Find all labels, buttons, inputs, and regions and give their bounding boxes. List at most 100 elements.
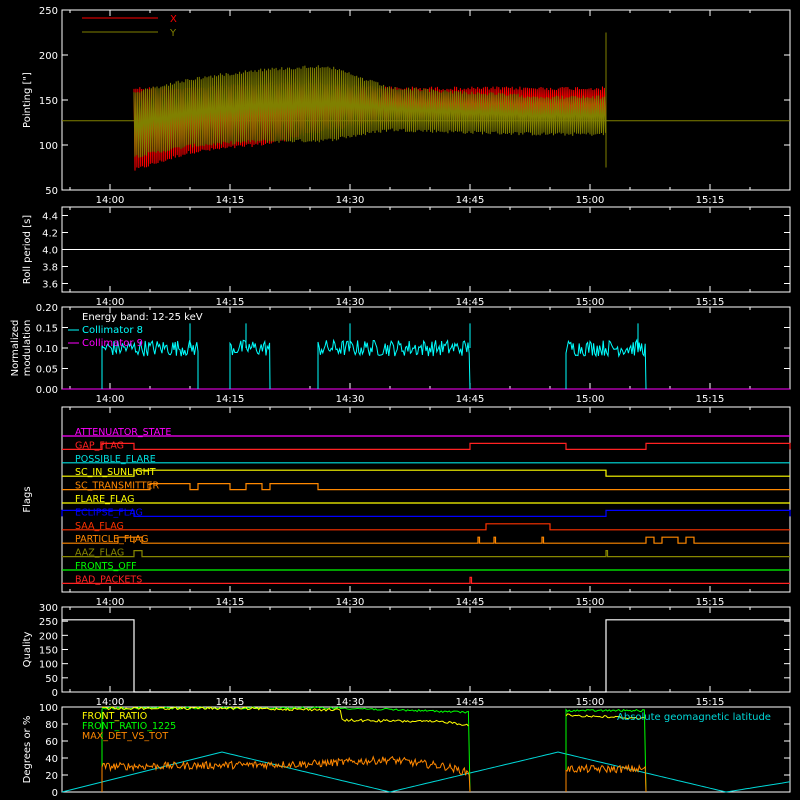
panel-4: Flags 14:00 14:15 14:30 14:45 15:00 15:15 ATTEN… [22,406,791,608]
x-tick-label: 14:15 [216,697,245,708]
y-tick-label: 4.4 [42,212,58,223]
x-tick-label: 14:30 [336,195,365,206]
flag-trace-aaz-flag [62,550,790,558]
legend-label-max-det-vs-tot: MAX_DET_VS_TOT [82,731,168,742]
legend-label-geomagnetic-latitude: Absolute geomagnetic latitude [617,712,771,723]
y-tick-label: 50 [45,674,58,685]
y-tick-label: 250 [39,617,58,628]
x-tick-label: 14:30 [336,297,365,308]
flag-trace-particle-flag [62,536,790,544]
max-det-vs-tot-line [565,763,647,793]
x-tick-label: 14:00 [96,297,125,308]
y-tick-label: 150 [39,646,58,657]
y-tick-label: 0 [52,788,58,799]
y-tick-label: 0.00 [36,385,58,396]
x-tick-label: 15:00 [576,297,605,308]
flag-label-eclipse-flag: ECLIPSE_FLAG [75,507,143,518]
y-tick-label: 250 [39,6,58,17]
x-tick-label: 14:00 [96,394,125,405]
y-tick-label: 200 [39,631,58,642]
y-tick-label: 100 [39,703,58,714]
y-tick-label: 0.20 [36,303,58,314]
y-tick-label: 0.15 [36,324,58,335]
x-tick-label: 14:15 [216,297,245,308]
y-tick-label: 3.8 [42,263,58,274]
flag-trace-bad-packets [62,576,790,584]
y-tick-label: 50 [45,186,58,197]
x-tick-label: 14:15 [216,394,245,405]
x-tick-label: 14:15 [216,195,245,206]
x-tick-label: 14:45 [456,297,485,308]
x-tick-label: 15:15 [696,394,725,405]
x-tick-label: 15:15 [696,597,725,608]
panel-frame [61,706,791,793]
front-ratio-1225-line [565,708,647,793]
x-tick-label: 15:00 [576,394,605,405]
flag-trace-saa-flag [62,523,790,531]
x-tick-label: 14:30 [336,394,365,405]
flag-label-fronts-off: FRONTS_OFF [75,561,137,572]
panel-5: 0 50 100 150 200 250 300 Quality 14:00 14:15 14:30… [22,603,791,708]
flag-label-sc-transmitter: SC_TRANSMITTER [75,481,160,492]
y-axis-label: Flags [22,486,33,512]
flag-label-flare-flag: FLARE_FLAG [75,494,135,505]
legend-title: Energy band: 12-25 keV [82,312,203,323]
x-tick-label: 14:00 [96,195,125,206]
y-axis-label: Pointing ["] [22,72,33,128]
x-tick-label: 14:45 [456,597,485,608]
y-axis-label: Roll period [s] [22,215,33,284]
y-tick-label: 20 [45,771,58,782]
y-tick-label: 100 [39,141,58,152]
x-tick-label: 15:00 [576,195,605,206]
legend-label-x: X [170,14,177,25]
legend-label-collimator-8: Collimator 8 [82,325,143,336]
panel-frame [61,406,791,593]
max-det-vs-tot-line [101,755,471,793]
legend-label-collimator-9: Collimator 9 [82,338,143,349]
y-tick-label: 150 [39,96,58,107]
panel-2: 3.6 3.8 4.0 4.2 4.4 Roll period [s] 14:00 14:15… [22,206,791,308]
y-axis-label: Degrees or % [22,716,33,784]
x-tick-label: 14:45 [456,195,485,206]
y-tick-label: 40 [45,754,58,765]
flag-label-sc-in-sunlight: SC_IN_SUNLIGHT [75,467,156,478]
flag-label-possible-flare: POSSIBLE_FLARE [75,454,156,465]
x-tick-label: 14:15 [216,597,245,608]
series-collimator-8-segment [229,339,271,390]
y-tick-label: 3.6 [42,280,58,291]
y-tick-label: 4.2 [42,229,58,240]
y-tick-label: 0 [52,688,58,699]
geomagnetic-latitude-curve [61,751,791,793]
flag-trace-eclipse-flag [61,509,791,517]
y-tick-label: 80 [45,720,58,731]
flag-label-saa-flag: SAA_FLAG [75,521,124,532]
flag-label-aaz-flag: AAZ_FLAG [75,548,124,559]
y-axis-label-line1: Normalized [10,320,21,377]
x-tick-label: 15:15 [696,195,725,206]
flag-label-gap-flag: GAP_FLAG [75,440,124,451]
front-ratio-1225-line [101,706,471,793]
x-tick-label: 14:00 [96,697,125,708]
y-axis-label: Quality [22,632,33,668]
series-collimator-8-segment [565,338,647,390]
x-tick-label: 15:15 [696,297,725,308]
quality-line [62,619,790,693]
flag-label-bad-packets: BAD_PACKETS [75,574,142,585]
flag-trace-sc-in-sunlight [62,469,790,477]
y-axis-label-line2: modulation [22,320,33,377]
y-tick-label: 0.05 [36,365,58,376]
panel-1: 50 100 150 200 250 Pointing ["] 14:00 14:15 14:3… [22,6,791,206]
legend-label-front-ratio-1225: FRONT_RATIO_1225 [82,721,176,732]
x-tick-label: 14:30 [336,597,365,608]
y-tick-label: 300 [39,603,58,614]
x-tick-label: 14:45 [456,394,485,405]
series-collimator-8-segment [101,339,199,389]
y-tick-label: 4.0 [42,246,58,257]
flag-trace-gap-flag [62,442,791,450]
flag-label-particle-flag: PARTICLE_FLAG [75,534,148,545]
flag-label-attenuator-state: ATTENUATOR_STATE [75,427,171,438]
x-tick-label: 14:30 [336,697,365,708]
y-tick-label: 200 [39,51,58,62]
series-collimator-8-segment [317,338,471,390]
